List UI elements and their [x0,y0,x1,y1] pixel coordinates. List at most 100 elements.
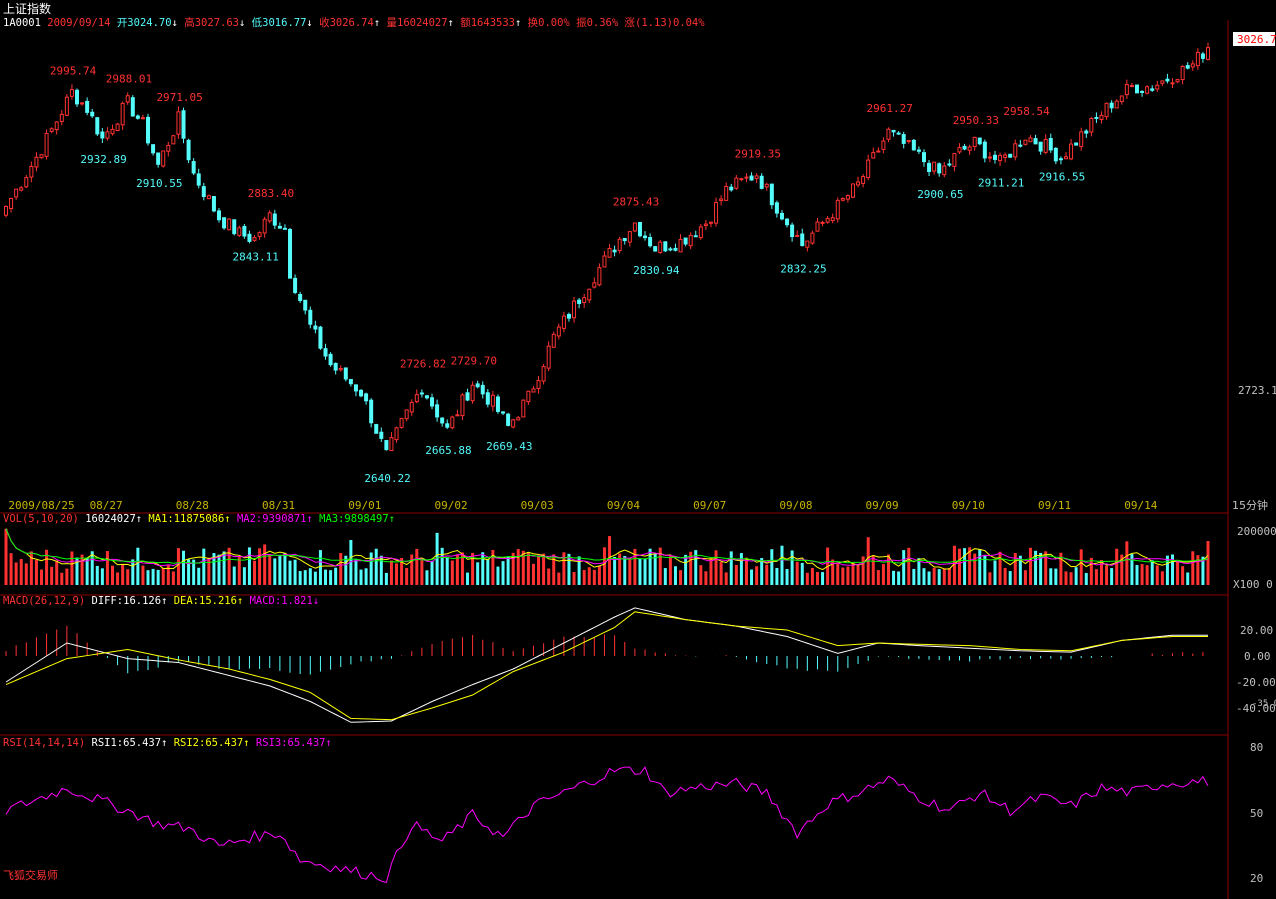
volume-bar [313,571,317,585]
candle-body [800,233,805,247]
date-tick-label: 09/10 [952,499,985,512]
candle-body [130,97,135,117]
volume-bar [273,558,277,585]
candle-body [901,134,906,144]
candle-body [906,140,911,143]
candle-body [267,212,272,222]
candle-body [338,368,343,371]
candle-body [703,223,708,227]
volume-bar [957,548,961,585]
volume-bar [572,572,576,585]
candle-body [779,212,784,220]
volume-bar [1094,569,1098,585]
volume-bar [227,547,231,585]
candle-body [536,380,541,389]
macd-value: MACD:1.821 [250,595,313,607]
candle-body [1018,144,1023,147]
volume-bar [892,570,896,585]
candle-body [561,315,566,329]
candle-body [34,156,39,168]
volume-bar [1039,552,1043,585]
candle-body [1165,78,1170,82]
volume-bar [212,553,216,585]
volume-bar [359,569,363,585]
volume-bar [1023,570,1027,585]
volume-bar [963,548,967,585]
volume-bar [141,565,145,585]
volume-bar [1034,550,1038,585]
macd-diff-arrow: ↑ [161,595,167,607]
candle-body [272,213,277,226]
volume-bar [197,567,201,585]
macd-legend: MACD(26,12,9) DIFF:16.126↑ DEA:15.216↑ M… [3,595,319,607]
candle-body [790,224,795,238]
candle-body [242,225,247,237]
volume-bar [45,549,49,585]
volume-bar [349,540,353,585]
volume-bar [846,566,850,585]
candle-body [166,144,171,152]
volume-bar [613,556,617,585]
candle-body [465,392,470,401]
candle-body [414,394,419,403]
volume-bar [445,556,449,585]
candle-body [850,183,855,198]
volume-bar [547,568,551,585]
candle-body [698,226,703,239]
candle-body [140,117,145,120]
volume-bar [187,559,191,585]
price-annotation-high: 2726.82 [400,358,446,371]
price-annotation-high: 2919.35 [735,148,781,161]
high-value: 高3027.63 [184,17,239,29]
brand-label: 飞狐交易师 [3,868,58,882]
volume-bar [14,562,18,585]
rsi2-arrow: ↑ [243,737,249,749]
candle-body [328,353,333,366]
candle-body [1134,84,1139,94]
candle-body [977,137,982,145]
volume-bar [795,561,799,585]
candle-body [29,165,34,178]
volume-bar [704,571,708,585]
candle-body [404,409,409,420]
volume-bar [719,561,723,585]
candle-body [186,139,191,161]
volume-bar [562,552,566,585]
price-annotation-high: 2988.01 [106,73,152,86]
volume-ma3-line [5,528,1209,564]
volume-bar [410,554,414,585]
candle-body [501,411,506,414]
candle-body [1069,143,1074,160]
volume-bar [496,566,500,585]
candle-body [1150,88,1155,91]
volume-bar [176,548,180,585]
candle-body [333,362,338,371]
period-label: 15分钟 [1232,498,1268,512]
chart-title: 上证指数 [3,2,52,16]
candle-body [1013,143,1018,158]
volume-bar [1013,553,1017,585]
volume-bar [70,551,74,585]
volume-bar [917,558,921,585]
volume-bar [516,549,520,585]
candle-body [80,102,85,105]
candle-body [359,389,364,397]
volume-bar [597,565,601,585]
candle-body [353,384,358,392]
candle-body [1079,131,1084,148]
candle-body [835,199,840,220]
candle-body [668,248,673,251]
date-tick-label: 09/03 [521,499,554,512]
candle-body [156,152,161,165]
volume-bar [24,563,28,585]
volume-bar [968,547,972,585]
date-tick-label: 09/07 [693,499,726,512]
candle-body [298,293,303,302]
volume-bar [415,548,419,585]
volume-bar [1110,568,1114,585]
candle-body [1114,100,1119,109]
volume-bar [1064,571,1068,585]
volume-bar [263,544,267,585]
volume-bar [922,568,926,585]
